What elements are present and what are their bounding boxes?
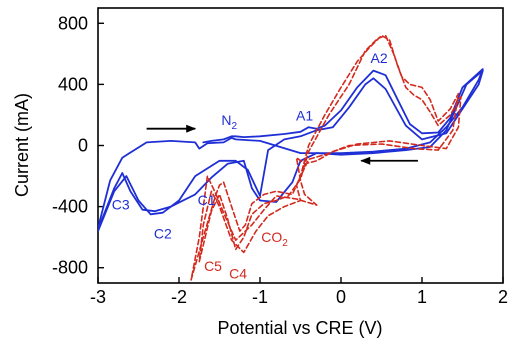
- data-series: [98, 34, 484, 281]
- annotation-a1: A1: [296, 107, 313, 123]
- peak-annotations: A2 A1 N2 C1 C2 C3 CO2 C5 C4: [112, 50, 388, 281]
- y-tick-label: -800: [52, 258, 88, 278]
- x-tick-label: 1: [417, 287, 427, 307]
- annotation-c1: C1: [198, 192, 216, 208]
- x-tick-label: -3: [90, 287, 106, 307]
- series-line-3: [190, 34, 462, 281]
- scan-direction-arrows: [146, 124, 418, 165]
- x-tick-label: 0: [336, 287, 346, 307]
- x-tick-label: 2: [498, 287, 508, 307]
- x-tick-label: -1: [252, 287, 268, 307]
- annotation-a2: A2: [371, 50, 388, 66]
- annotation-c3: C3: [112, 197, 130, 213]
- annotation-c2: C2: [154, 226, 172, 242]
- annotation-subscript: 2: [232, 121, 238, 132]
- y-tick-label: 800: [58, 13, 88, 33]
- series-line-2: [98, 69, 484, 232]
- y-tick-label: 0: [78, 136, 88, 156]
- axis-ticks: -3 -2 -1 0 1 2 -800 -400 0 400 800: [52, 13, 508, 307]
- x-axis-label: Potential vs CRE (V): [217, 318, 382, 338]
- series-line-1: [98, 68, 484, 231]
- annotation-subscript: 2: [282, 238, 288, 249]
- series-line-4: [198, 34, 460, 263]
- y-tick-label: 400: [58, 74, 88, 94]
- y-tick-label: -400: [52, 197, 88, 217]
- annotation-c5: C5: [204, 258, 222, 274]
- annotation-n2: N2: [221, 112, 237, 132]
- annotation-c4: C4: [229, 265, 247, 281]
- y-axis-label: Current (mA): [12, 93, 32, 197]
- x-tick-label: -2: [171, 287, 187, 307]
- annotation-co2: CO2: [261, 229, 288, 249]
